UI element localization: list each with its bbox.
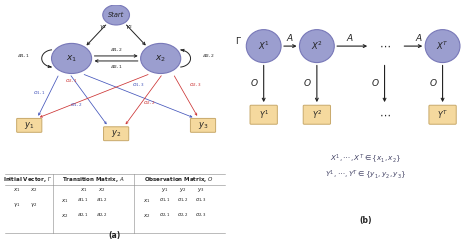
Text: $\cdots$: $\cdots$ xyxy=(379,41,391,51)
Text: $o_{1,3}$: $o_{1,3}$ xyxy=(194,197,207,204)
Text: $x_2$: $x_2$ xyxy=(98,186,105,194)
Text: $x_2$: $x_2$ xyxy=(143,212,150,220)
Text: $o_{1,2}$: $o_{1,2}$ xyxy=(176,197,189,204)
Text: $o_{1,2}$: $o_{1,2}$ xyxy=(70,102,82,109)
Text: $a_{2,1}$: $a_{2,1}$ xyxy=(77,212,90,219)
Text: $A$: $A$ xyxy=(286,32,294,43)
Circle shape xyxy=(141,43,181,74)
Text: $O$: $O$ xyxy=(250,77,259,88)
FancyBboxPatch shape xyxy=(303,105,330,124)
Text: Observation Matrix, $O$: Observation Matrix, $O$ xyxy=(144,175,214,184)
Text: $x_1$: $x_1$ xyxy=(66,53,77,64)
Text: $o_{2,2}$: $o_{2,2}$ xyxy=(176,212,189,219)
Text: $y_1$: $y_1$ xyxy=(161,186,168,194)
Text: $a_{1,2}$: $a_{1,2}$ xyxy=(95,197,108,204)
Text: $a_{1,2}$: $a_{1,2}$ xyxy=(109,46,123,54)
FancyBboxPatch shape xyxy=(429,105,456,124)
Text: $a_{2,2}$: $a_{2,2}$ xyxy=(95,212,108,219)
Text: $x_1$: $x_1$ xyxy=(80,186,87,194)
Text: $X^1, \cdots, X^T \in \{x_1, x_2\}$: $X^1, \cdots, X^T \in \{x_1, x_2\}$ xyxy=(329,152,401,165)
Text: $a_{2,1}$: $a_{2,1}$ xyxy=(109,64,123,71)
Text: $a_{1,1}$: $a_{1,1}$ xyxy=(17,53,30,60)
Text: $a_{2,2}$: $a_{2,2}$ xyxy=(202,53,215,60)
Text: $o_{1,1}$: $o_{1,1}$ xyxy=(158,197,171,204)
Text: Initial Vector, $\Gamma$: Initial Vector, $\Gamma$ xyxy=(2,175,52,184)
Text: $O$: $O$ xyxy=(429,77,438,88)
Text: $X^1$: $X^1$ xyxy=(258,40,270,52)
Text: $o_{1,1}$: $o_{1,1}$ xyxy=(33,90,46,97)
Text: $o_{2,1}$: $o_{2,1}$ xyxy=(158,212,171,219)
Circle shape xyxy=(52,43,91,74)
Text: $y_3$: $y_3$ xyxy=(197,186,204,194)
Text: $Y^1, \cdots, Y^T \in \{y_1, y_2, y_3\}$: $Y^1, \cdots, Y^T \in \{y_1, y_2, y_3\}$ xyxy=(325,168,406,181)
Text: $Y^T$: $Y^T$ xyxy=(437,108,448,121)
Text: $x_2$: $x_2$ xyxy=(61,212,68,220)
Text: (b): (b) xyxy=(359,215,372,225)
Text: $O$: $O$ xyxy=(371,77,380,88)
Text: $\gamma_1$: $\gamma_1$ xyxy=(99,23,107,31)
Text: $x_1$: $x_1$ xyxy=(13,186,21,194)
Circle shape xyxy=(300,30,334,62)
Circle shape xyxy=(425,30,460,62)
Text: $o_{2,3}$: $o_{2,3}$ xyxy=(189,82,201,89)
Text: $y_3$: $y_3$ xyxy=(198,120,208,131)
FancyBboxPatch shape xyxy=(250,105,277,124)
FancyBboxPatch shape xyxy=(17,118,42,132)
Circle shape xyxy=(103,5,129,25)
Text: $\cdots$: $\cdots$ xyxy=(379,110,391,120)
Text: $Y^1$: $Y^1$ xyxy=(259,108,269,121)
Text: $O$: $O$ xyxy=(303,77,312,88)
Text: $A$: $A$ xyxy=(415,32,423,43)
Text: $x_1$: $x_1$ xyxy=(61,197,68,205)
Text: $Y^2$: $Y^2$ xyxy=(312,108,322,121)
Text: $a_{1,1}$: $a_{1,1}$ xyxy=(77,197,90,204)
Text: $X^T$: $X^T$ xyxy=(436,40,449,52)
Text: $\gamma_2$: $\gamma_2$ xyxy=(126,23,134,31)
Text: (a): (a) xyxy=(109,231,121,240)
Text: $y_2$: $y_2$ xyxy=(179,186,186,194)
Text: Transition Matrix, $A$: Transition Matrix, $A$ xyxy=(62,175,125,184)
Text: $y_2$: $y_2$ xyxy=(111,128,121,139)
Text: $X^2$: $X^2$ xyxy=(311,40,323,52)
Text: $o_{2,3}$: $o_{2,3}$ xyxy=(194,212,207,219)
Circle shape xyxy=(246,30,281,62)
FancyBboxPatch shape xyxy=(103,127,129,141)
Text: $\gamma_2$: $\gamma_2$ xyxy=(30,201,37,209)
Text: $\Gamma$: $\Gamma$ xyxy=(235,35,241,46)
FancyBboxPatch shape xyxy=(191,118,216,132)
Text: Start: Start xyxy=(108,12,124,18)
Text: $y_1$: $y_1$ xyxy=(24,120,35,131)
Text: $o_{2,1}$: $o_{2,1}$ xyxy=(65,78,78,85)
Text: $x_1$: $x_1$ xyxy=(143,197,150,205)
Text: $o_{2,2}$: $o_{2,2}$ xyxy=(143,100,156,107)
Text: $x_2$: $x_2$ xyxy=(155,53,166,64)
Text: $x_2$: $x_2$ xyxy=(30,186,37,194)
Text: $A$: $A$ xyxy=(346,32,354,43)
Text: $\gamma_1$: $\gamma_1$ xyxy=(13,201,21,209)
Text: $o_{1,3}$: $o_{1,3}$ xyxy=(132,82,145,89)
